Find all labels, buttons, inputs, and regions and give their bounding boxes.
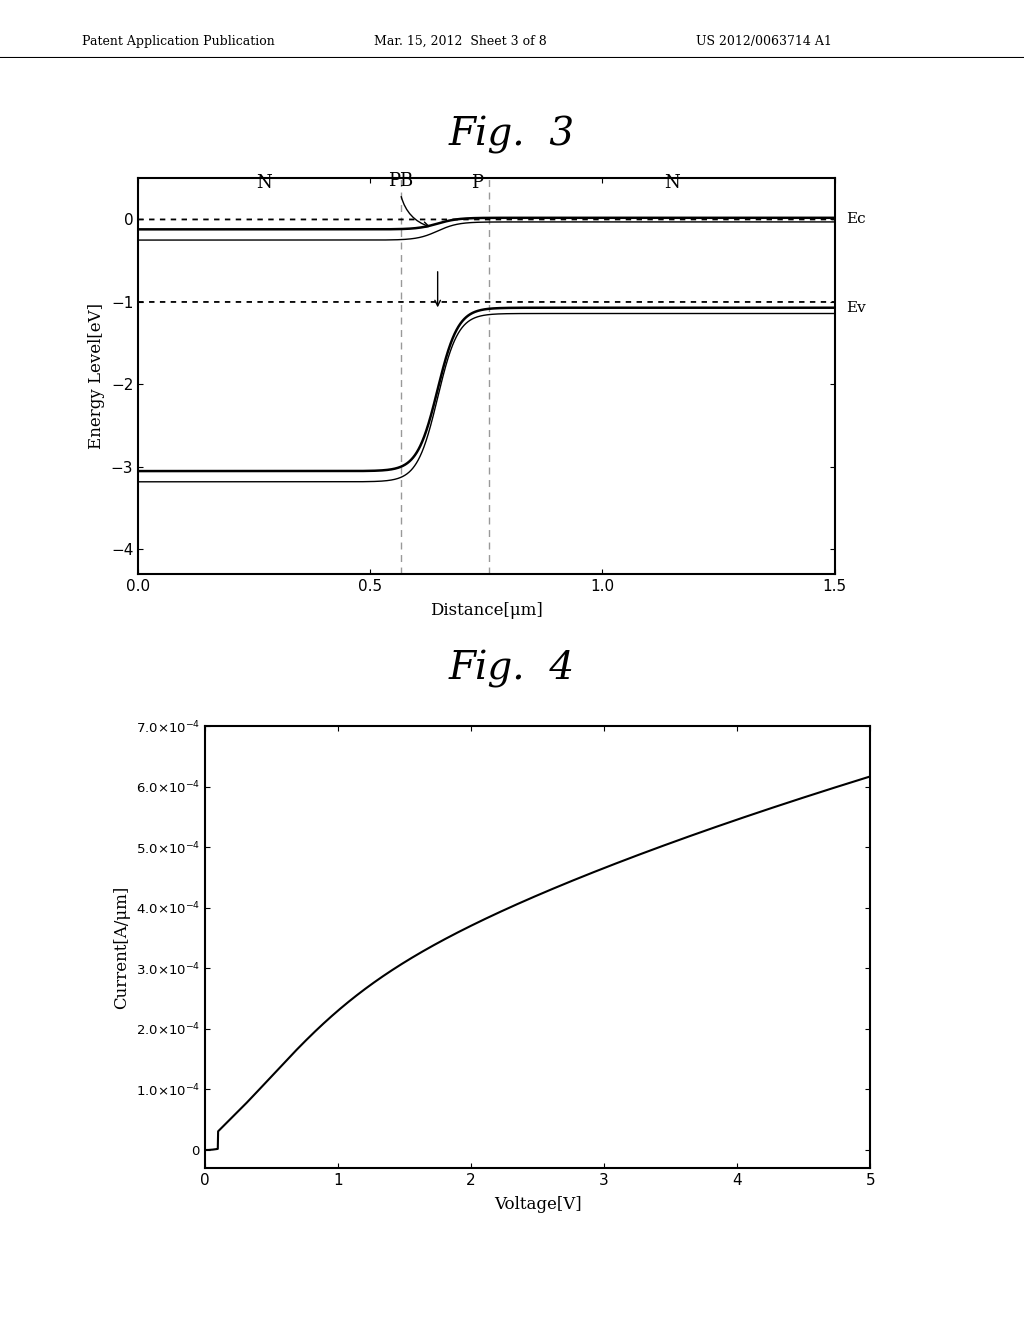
Text: PB: PB: [388, 172, 413, 190]
Text: N: N: [665, 174, 680, 193]
Y-axis label: Current[A/μm]: Current[A/μm]: [113, 886, 130, 1008]
X-axis label: Distance[μm]: Distance[μm]: [430, 602, 543, 619]
Text: US 2012/0063714 A1: US 2012/0063714 A1: [696, 34, 833, 48]
Text: Fig.  3: Fig. 3: [449, 116, 575, 153]
Text: P: P: [471, 174, 483, 193]
Text: Patent Application Publication: Patent Application Publication: [82, 34, 274, 48]
Text: Ec: Ec: [846, 211, 865, 226]
Y-axis label: Energy Level[eV]: Energy Level[eV]: [88, 304, 105, 449]
Text: N: N: [256, 174, 271, 193]
Text: Ev: Ev: [846, 301, 866, 314]
X-axis label: Voltage[V]: Voltage[V]: [494, 1196, 582, 1213]
Text: Mar. 15, 2012  Sheet 3 of 8: Mar. 15, 2012 Sheet 3 of 8: [374, 34, 547, 48]
Text: Fig.  4: Fig. 4: [449, 651, 575, 688]
